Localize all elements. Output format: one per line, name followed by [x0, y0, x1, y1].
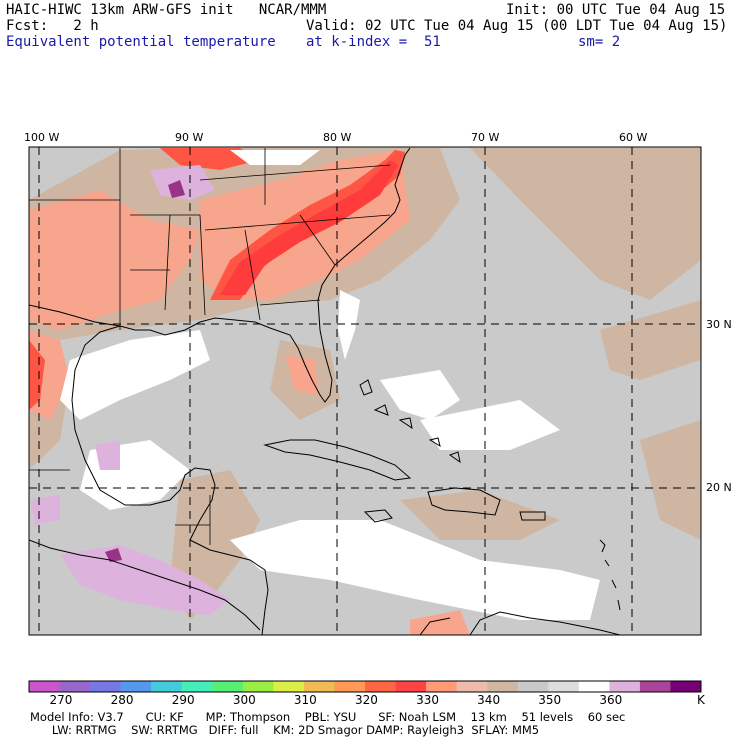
lon-label-90w: 90 W — [175, 131, 204, 144]
lon-label-60w: 60 W — [619, 131, 648, 144]
colorbar — [28, 680, 702, 693]
lon-label-80w: 80 W — [323, 131, 352, 144]
colorbar-swatch — [456, 681, 488, 692]
model-title: HAIC-HIWC 13km ARW-GFS init NCAR/MMM — [6, 2, 327, 18]
colorbar-swatch — [334, 681, 366, 692]
init-time: Init: 00 UTC Tue 04 Aug 15 — [506, 2, 726, 18]
colorbar-tick-label: 270 — [49, 693, 73, 707]
colorbar-swatch — [303, 681, 335, 692]
colorbar-tick-label: 280 — [110, 693, 134, 707]
dark-purple-patches — [105, 180, 185, 562]
colorbar-swatch — [181, 681, 213, 692]
lon-label-70w: 70 W — [471, 131, 500, 144]
colorbar-tick-label: 310 — [293, 693, 317, 707]
colorbar-swatch — [426, 681, 457, 692]
level-info: at k-index = 51 — [306, 34, 441, 50]
footer-model-info: Model Info: V3.7 CU: KF MP: Thompson PBL… — [30, 710, 626, 724]
lon-label-100w: 100 W — [24, 131, 60, 144]
valid-time: Valid: 02 UTC Tue 04 Aug 15 (00 LDT Tue … — [306, 18, 728, 34]
colorbar-tick-label: 290 — [171, 693, 195, 707]
lat-label-20n: 20 N — [706, 481, 732, 494]
map-frame — [28, 146, 702, 636]
state-borders — [29, 148, 391, 545]
colorbar-swatch — [273, 681, 305, 692]
colorbar-swatch — [212, 681, 244, 692]
colorbar-swatch — [395, 681, 427, 692]
colorbar-tick-label: 360 — [599, 693, 623, 707]
colorbar-frame — [28, 680, 702, 693]
colorbar-tick-label: 350 — [538, 693, 562, 707]
colorbar-swatch — [670, 681, 702, 692]
colorbar-swatch — [90, 681, 121, 692]
colorbar-tick-label: 300 — [232, 693, 256, 707]
colorbar-swatch — [548, 681, 580, 692]
colorbar-tick-label: 330 — [416, 693, 439, 707]
colorbar-swatch — [29, 681, 60, 692]
colorbar-swatch — [487, 681, 519, 692]
colorbar-swatch — [517, 681, 549, 692]
white-regions — [60, 150, 600, 620]
colorbar-swatch — [609, 681, 641, 692]
colorbar-swatch — [120, 681, 152, 692]
colorbar-swatch — [639, 681, 671, 692]
smoothing-info: sm= 2 — [578, 34, 621, 50]
purple-regions — [30, 165, 230, 615]
colorbar-swatch — [578, 681, 610, 692]
colorbar-tick-label: 320 — [355, 693, 378, 707]
colorbar-swatch — [365, 681, 396, 692]
forecast-hour: Fcst: 2 h — [6, 18, 99, 34]
colorbar-unit: K — [697, 693, 705, 707]
colorbar-swatch — [242, 681, 274, 692]
lat-label-30n: 30 N — [706, 318, 732, 331]
colorbar-tick-label: 340 — [477, 693, 501, 707]
grid-lines — [29, 147, 701, 635]
colorbar-swatch — [59, 681, 91, 692]
field-name: Equivalent potential temperature — [6, 34, 276, 50]
coastlines — [29, 147, 621, 635]
colorbar-swatch — [151, 681, 183, 692]
footer-physics-info: LW: RRTMG SW: RRTMG DIFF: full KM: 2D Sm… — [30, 723, 540, 737]
